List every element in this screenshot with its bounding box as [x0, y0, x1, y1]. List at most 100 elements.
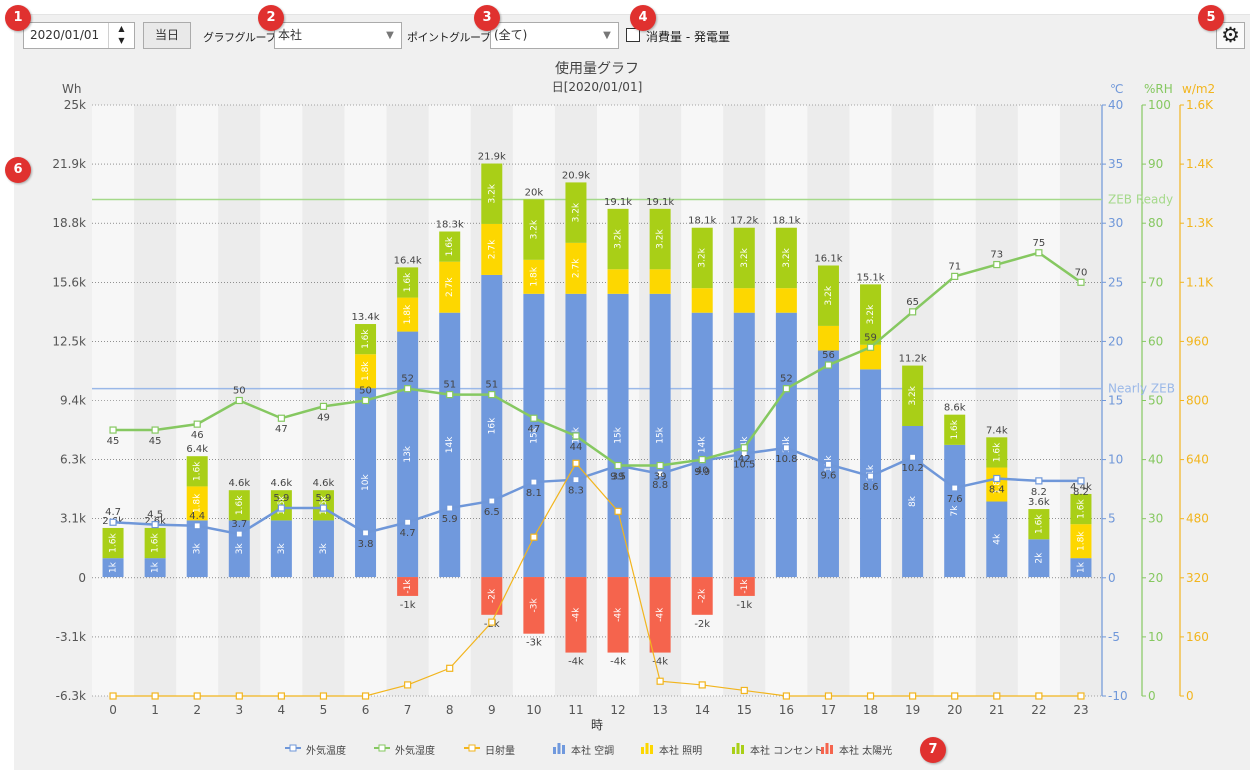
- series-point: [656, 461, 664, 470]
- line-legend-icon: [464, 743, 480, 756]
- bar-value-label: 3k: [277, 542, 287, 554]
- series-point: [698, 681, 706, 689]
- bar-segment: [607, 293, 629, 578]
- consumption-checkbox[interactable]: [626, 28, 640, 42]
- y-tick-label: 15.6k: [52, 275, 86, 289]
- today-button[interactable]: 当日: [143, 22, 191, 49]
- x-tick-label: 6: [362, 703, 370, 717]
- bar-value-label: 2.7k: [571, 258, 581, 278]
- date-spinner[interactable]: ▲ ▼: [108, 23, 134, 48]
- point-value-label: 45: [149, 436, 162, 447]
- point-value-label: 9.5: [610, 472, 626, 483]
- bar-value-label: -4k: [614, 607, 624, 622]
- series-point: [572, 432, 580, 440]
- bar-segment-negative: [649, 577, 671, 653]
- point-value-label: 5.9: [316, 493, 332, 504]
- legend-item[interactable]: 外気温度: [285, 742, 346, 757]
- series-point: [235, 530, 243, 538]
- bar-segment: [523, 293, 545, 578]
- x-tick-label: 16: [779, 703, 794, 717]
- bar-legend-icon: [552, 742, 566, 757]
- series-point: [740, 686, 748, 695]
- bar-segment: [986, 437, 1008, 468]
- x-tick-label: 10: [526, 703, 541, 717]
- reference-line-label: Nearly ZEB: [1108, 382, 1175, 396]
- series-point: [151, 426, 159, 434]
- series-point: [656, 677, 664, 685]
- bar-value-label: 1.6k: [151, 533, 161, 553]
- bar-value-label: 3.2k: [698, 247, 708, 267]
- legend-item[interactable]: 日射量: [464, 742, 515, 757]
- point-value-label: 9.6: [821, 470, 837, 481]
- bar-value-label: 1k: [109, 561, 119, 573]
- bar-total-label: 11.2k: [899, 354, 927, 365]
- point-value-label: 4.7: [400, 528, 416, 539]
- x-tick-label: 3: [235, 703, 243, 717]
- graph-group-select[interactable]: 本社 ▼: [274, 22, 402, 49]
- point-value-label: 39: [654, 472, 667, 483]
- bar-value-label: 2k: [1034, 552, 1044, 564]
- series-point: [404, 681, 412, 689]
- bar-value-label: 13k: [403, 445, 413, 462]
- series-point: [614, 461, 622, 470]
- legend-label: 本社 コンセント: [750, 746, 824, 757]
- point-value-label: 10.8: [775, 454, 797, 465]
- series-point: [277, 414, 285, 422]
- bar-value-label: -4k: [656, 607, 666, 622]
- point-group-select[interactable]: (全て) ▼: [490, 22, 619, 49]
- series-point: [782, 385, 790, 393]
- legend-item[interactable]: 本社 照明: [640, 742, 702, 757]
- bar-segment-negative: [523, 577, 545, 634]
- graph-group-value: 本社: [278, 28, 303, 42]
- x-tick-label: 5: [320, 703, 328, 717]
- series-point: [530, 414, 538, 422]
- spin-up-icon[interactable]: ▲: [118, 24, 125, 33]
- point-value-label: 42: [738, 454, 751, 465]
- bar-legend-icon: [731, 742, 745, 757]
- series-point: [151, 692, 159, 700]
- series-point: [277, 692, 285, 700]
- humidity-tick-label: 70: [1148, 275, 1163, 289]
- date-input[interactable]: 2020/01/01 ▲ ▼: [23, 22, 135, 49]
- bar-segment: [733, 288, 755, 313]
- bar-total-label: 16.1k: [814, 253, 842, 264]
- point-value-label: 5.9: [442, 514, 458, 525]
- marker-1: 1: [5, 5, 31, 31]
- consumption-checkbox-label[interactable]: 消費量 - 発電量: [646, 30, 730, 44]
- bar-segment: [649, 208, 671, 270]
- point-value-label: 6.5: [484, 507, 500, 518]
- legend-item[interactable]: 外気湿度: [374, 742, 435, 757]
- series-point: [446, 390, 454, 399]
- bar-value-label: 3.2k: [571, 202, 581, 222]
- bar-total-label: -2k: [694, 619, 710, 630]
- bar-segment: [312, 520, 334, 578]
- bar-segment: [565, 242, 587, 294]
- point-value-label: 9.9: [694, 467, 710, 478]
- y-tick-label: -6.3k: [56, 689, 86, 703]
- series-point: [446, 504, 454, 512]
- bar-segment: [691, 288, 713, 313]
- bar-value-label: 3.2k: [529, 219, 539, 239]
- bar-legend-icon: [640, 742, 654, 757]
- bar-total-label: 21.9k: [478, 152, 506, 163]
- legend-item[interactable]: 本社 空調: [552, 742, 614, 757]
- bar-segment: [986, 501, 1008, 578]
- bar-value-label: -3k: [529, 597, 539, 612]
- y-tick-label: 6.3k: [60, 453, 86, 467]
- bar-segment: [607, 208, 629, 270]
- legend-item[interactable]: 本社 太陽光: [820, 742, 892, 757]
- bar-segment: [481, 163, 503, 224]
- bar-segment: [397, 297, 419, 332]
- bar-segment: [691, 227, 713, 289]
- reference-line-label: ZEB Ready: [1108, 193, 1173, 207]
- bar-value-label: 8k: [908, 495, 918, 507]
- series-point: [993, 260, 1001, 269]
- point-group-label: ポイントグループ:: [407, 31, 494, 44]
- bar-value-label: 3k: [193, 542, 203, 554]
- series-point: [740, 444, 748, 452]
- bar-segment-negative: [691, 577, 713, 615]
- point-value-label: 8.2: [1073, 487, 1089, 498]
- series-point: [404, 518, 412, 526]
- legend-item[interactable]: 本社 コンセント: [731, 742, 823, 757]
- spin-down-icon[interactable]: ▼: [118, 36, 125, 45]
